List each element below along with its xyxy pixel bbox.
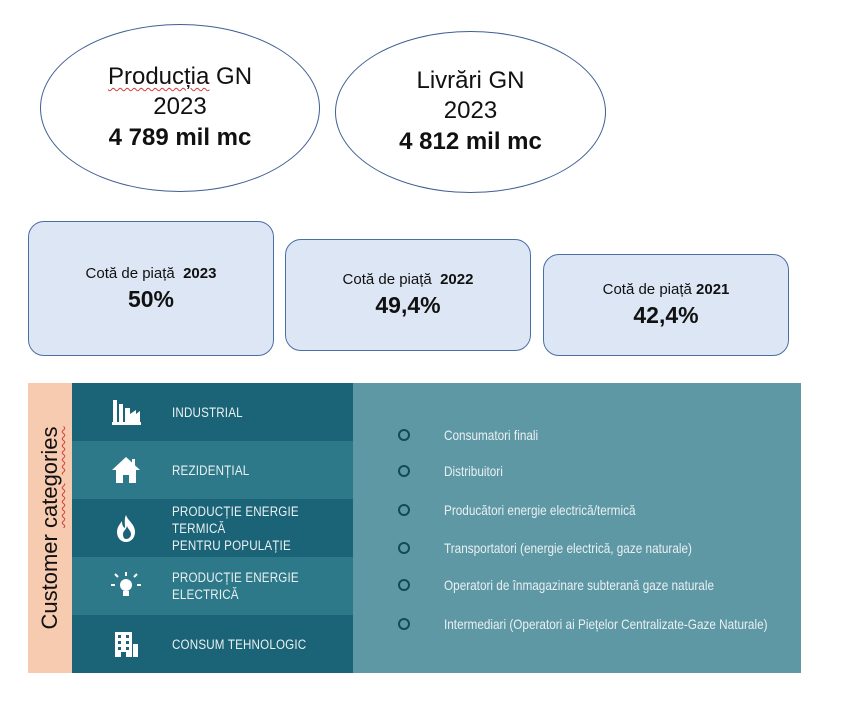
production-ellipse: Producția GN 2023 4 789 mil mc (40, 24, 320, 192)
list-item-text: Consumatori finali (444, 427, 539, 443)
market-share-label: Cotă de piață 2023 (86, 265, 217, 282)
list-item-text: Producători energie electrică/termică (444, 502, 636, 518)
bullet-icon (398, 429, 410, 441)
market-share-label: Cotă de piață 2022 (343, 271, 474, 288)
production-value: 4 789 mil mc (108, 124, 252, 151)
list-item-text: Transportatori (energie electrică, gaze … (444, 540, 692, 556)
customer-categories-strip (28, 383, 72, 673)
deliveries-ellipse: Livrări GN 2023 4 812 mil mc (335, 31, 606, 193)
bullet-icon (398, 504, 410, 516)
market-share-year: 2021 (696, 281, 730, 298)
category-row-electric-energy: Producție energie electrică (72, 557, 353, 615)
list-item: Producători energie electrică/termică (353, 502, 672, 518)
lightbulb-icon (110, 570, 142, 602)
bullet-icon (398, 542, 410, 554)
market-share-label: Cotă de piață 2021 (603, 281, 730, 298)
list-item-text: Operatori de înmagazinare subterană gaze… (444, 577, 715, 593)
category-label: Producție energie termică pentru populați… (172, 503, 299, 553)
list-item: Transportatori (energie electrică, gaze … (353, 540, 739, 556)
market-share-card-2022: Cotă de piață 2022 49,4% (285, 239, 531, 351)
production-year: 2023 (153, 93, 207, 120)
list-item: Distribuitori (353, 463, 514, 479)
category-label: Producție energie electrică (172, 570, 299, 602)
market-share-value: 42,4% (633, 302, 699, 328)
production-label: Producția GN (107, 63, 253, 90)
building-icon (110, 628, 142, 660)
list-item: Operatori de înmagazinare subterană gaze… (353, 577, 765, 593)
deliveries-value: 4 812 mil mc (399, 128, 542, 155)
deliveries-year: 2023 (443, 97, 498, 124)
house-icon (110, 454, 142, 486)
category-panel: Industrial Rezidențial Producție energie… (72, 383, 353, 673)
deliveries-label: Livrări GN (416, 67, 525, 94)
market-share-label-text: Cotă de piață (85, 264, 175, 282)
factory-icon (110, 396, 142, 428)
category-label: Consum tehnologic (172, 636, 307, 652)
market-share-card-2023: Cotă de piață 2023 50% (28, 221, 274, 356)
category-row-industrial: Industrial (72, 383, 353, 441)
customer-categories-title: Customer categories (37, 426, 62, 630)
market-share-value: 50% (127, 285, 175, 312)
flame-icon (110, 512, 142, 544)
bullet-icon (398, 579, 410, 591)
bullet-icon (398, 618, 410, 630)
list-item: Intermediari (Operatori ai Piețelor Cent… (353, 616, 829, 632)
list-item: Consumatori finali (353, 427, 556, 443)
category-row-thermal-energy: Producție energie termică pentru populați… (72, 499, 353, 557)
category-label: Rezidențial (172, 462, 250, 478)
market-share-label-text: Cotă de piață (602, 281, 692, 298)
market-share-label-text: Cotă de piață (342, 271, 432, 288)
consumer-list-panel: Consumatori finali Distribuitori Producă… (353, 383, 801, 673)
category-row-technological: Consum tehnologic (72, 615, 353, 673)
market-share-year: 2023 (183, 264, 217, 282)
list-item-text: Intermediari (Operatori ai Piețelor Cent… (444, 616, 768, 632)
list-item-text: Distribuitori (444, 463, 503, 479)
bullet-icon (398, 465, 410, 477)
market-share-card-2021: Cotă de piață 2021 42,4% (543, 254, 789, 356)
category-label: Industrial (172, 404, 243, 420)
category-row-residential: Rezidențial (72, 441, 353, 499)
market-share-value: 49,4% (375, 292, 441, 318)
market-share-year: 2022 (440, 271, 474, 288)
